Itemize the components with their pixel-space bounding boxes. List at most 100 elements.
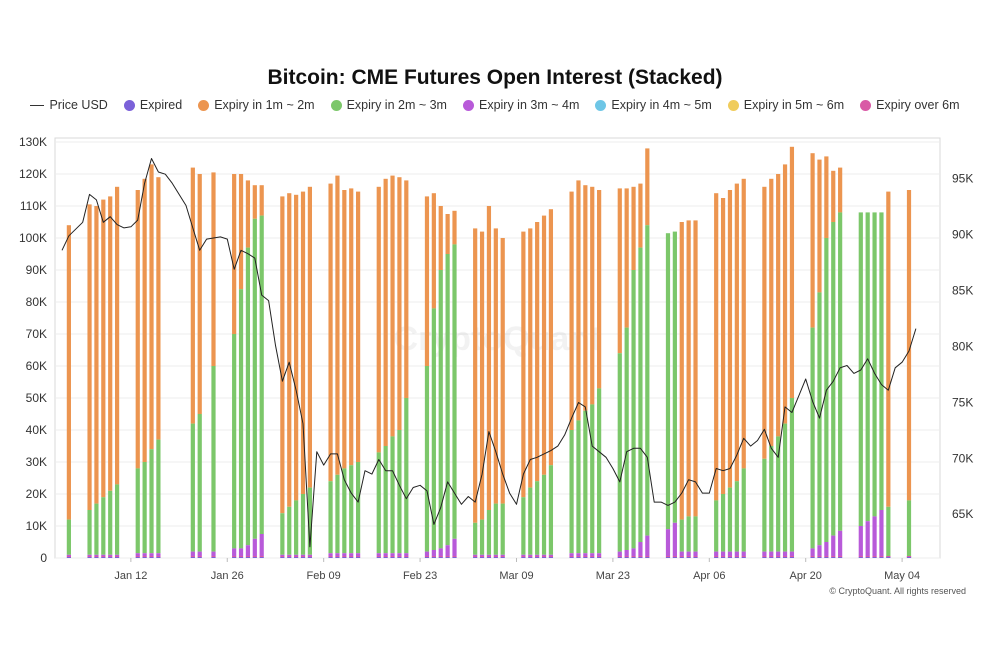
bar-expiry-3m-4m (101, 554, 106, 556)
legend-item[interactable]: Expiry in 1m ~ 2m (198, 98, 315, 112)
bar-expiry-over-6m (300, 556, 306, 557)
bar-expiry-2m-3m (383, 446, 388, 554)
bar-expired (665, 557, 671, 558)
bar-expiry-2m-3m (356, 462, 361, 554)
bar-expiry-1m-2m (686, 220, 691, 517)
legend-item[interactable]: Expiry in 5m ~ 6m (727, 98, 844, 112)
y-right-tick-label: 65K (952, 507, 973, 521)
bar-expiry-1m-2m (259, 185, 264, 216)
bar-expired (307, 557, 313, 558)
bar-expiry-1m-2m (838, 167, 843, 213)
bar-expiry-1m-2m (631, 186, 636, 270)
legend-item[interactable]: Price USD (30, 98, 108, 112)
bar-expired (624, 557, 629, 558)
bar-expiry-3m-4m (211, 551, 216, 556)
bar-expiry-over-6m (617, 556, 622, 557)
bar-expiry-3m-4m (66, 554, 71, 556)
bar-expiry-3m-4m (645, 535, 650, 556)
bar-expiry-2m-3m (197, 414, 202, 552)
bar-expired (87, 557, 92, 558)
bar-expiry-1m-2m (66, 225, 71, 520)
bar-expired (872, 557, 877, 558)
bar-expiry-2m-3m (741, 468, 746, 552)
bar-expiry-2m-3m (789, 398, 795, 552)
legend-item[interactable]: Expiry in 3m ~ 4m (462, 98, 579, 112)
bar-expiry-over-6m (452, 556, 457, 557)
x-tick-label: Feb 09 (307, 570, 341, 582)
bar-expired (741, 557, 746, 558)
bar-expiry-3m-4m (452, 538, 457, 556)
bar-expired (473, 557, 478, 558)
y-left-tick-label: 120K (19, 167, 47, 181)
bar-expiry-2m-3m (734, 481, 739, 552)
bar-expiry-over-6m (342, 556, 347, 557)
bar-expiry-3m-4m (679, 551, 684, 556)
bar-expiry-over-6m (886, 556, 891, 557)
bar-expiry-2m-3m (114, 484, 120, 555)
bar-expired (190, 557, 195, 558)
bar-expiry-1m-2m (479, 231, 485, 520)
bar-expiry-2m-3m (473, 522, 478, 555)
bar-expiry-2m-3m (500, 503, 505, 555)
y-right-tick-label: 70K (952, 451, 973, 465)
bar-expiry-3m-4m (879, 510, 884, 556)
bar-expiry-3m-4m (479, 554, 485, 556)
bar-expiry-over-6m (727, 556, 733, 557)
bar-expiry-1m-2m (645, 148, 650, 226)
bar-expiry-3m-4m (776, 551, 781, 556)
bar-expired (238, 557, 244, 558)
y-left-tick-label: 40K (26, 423, 47, 437)
bar-expiry-3m-4m (149, 553, 154, 556)
bar-expiry-1m-2m (782, 164, 788, 424)
bar-expired (294, 557, 299, 558)
bar-expiry-2m-3m (665, 233, 671, 530)
bar-expiry-2m-3m (624, 327, 629, 550)
bar-expiry-2m-3m (548, 465, 554, 555)
bar-expiry-2m-3m (252, 218, 257, 539)
bar-expiry-3m-4m (810, 548, 815, 556)
bar-expiry-over-6m (356, 556, 361, 557)
bar-expiry-2m-3m (87, 510, 92, 555)
bar-expiry-over-6m (879, 556, 884, 557)
bar-expiry-3m-4m (108, 554, 113, 556)
bar-expiry-3m-4m (307, 554, 313, 556)
bar-expiry-1m-2m (376, 186, 381, 453)
bar-expired (776, 557, 781, 558)
bar-expiry-2m-3m (817, 292, 822, 546)
bar-expiry-3m-4m (782, 551, 788, 556)
bar-expired (342, 557, 347, 558)
legend-item[interactable]: Expired (123, 98, 182, 112)
bar-expiry-over-6m (232, 556, 237, 557)
legend-item[interactable]: Expiry in 2m ~ 3m (330, 98, 447, 112)
bar-expiry-2m-3m (149, 449, 154, 554)
bar-expiry-over-6m (769, 556, 774, 557)
bar-expired (335, 557, 340, 558)
bar-expiry-over-6m (211, 556, 216, 557)
bar-expiry-over-6m (548, 556, 554, 557)
bar-expiry-1m-2m (769, 178, 774, 447)
bar-expiry-3m-4m (252, 538, 257, 556)
bar-expiry-3m-4m (727, 551, 733, 556)
bar-expiry-2m-3m (300, 494, 306, 555)
bar-expiry-3m-4m (390, 553, 395, 556)
legend-item[interactable]: Expiry in 4m ~ 5m (595, 98, 712, 112)
bar-expired (824, 557, 829, 558)
copyright-notice: © CryptoQuant. All rights reserved (829, 586, 966, 596)
bar-expiry-over-6m (789, 556, 795, 557)
bar-expiry-2m-3m (287, 506, 292, 555)
bar-expiry-over-6m (190, 556, 195, 557)
bar-expired (569, 557, 574, 558)
bar-expired (328, 557, 333, 558)
bar-expired (252, 557, 257, 558)
bar-expiry-3m-4m (617, 551, 622, 556)
bar-expiry-over-6m (693, 556, 698, 557)
bar-expiry-3m-4m (356, 553, 361, 556)
bar-expired (583, 557, 588, 558)
bar-expiry-2m-3m (638, 247, 643, 542)
legend-item[interactable]: Expiry over 6m (860, 98, 960, 112)
bar-expiry-3m-4m (445, 545, 450, 556)
bar-expired (693, 557, 698, 558)
bar-expiry-1m-2m (245, 180, 251, 248)
bar-expiry-3m-4m (197, 551, 202, 556)
bar-expired (300, 557, 306, 558)
